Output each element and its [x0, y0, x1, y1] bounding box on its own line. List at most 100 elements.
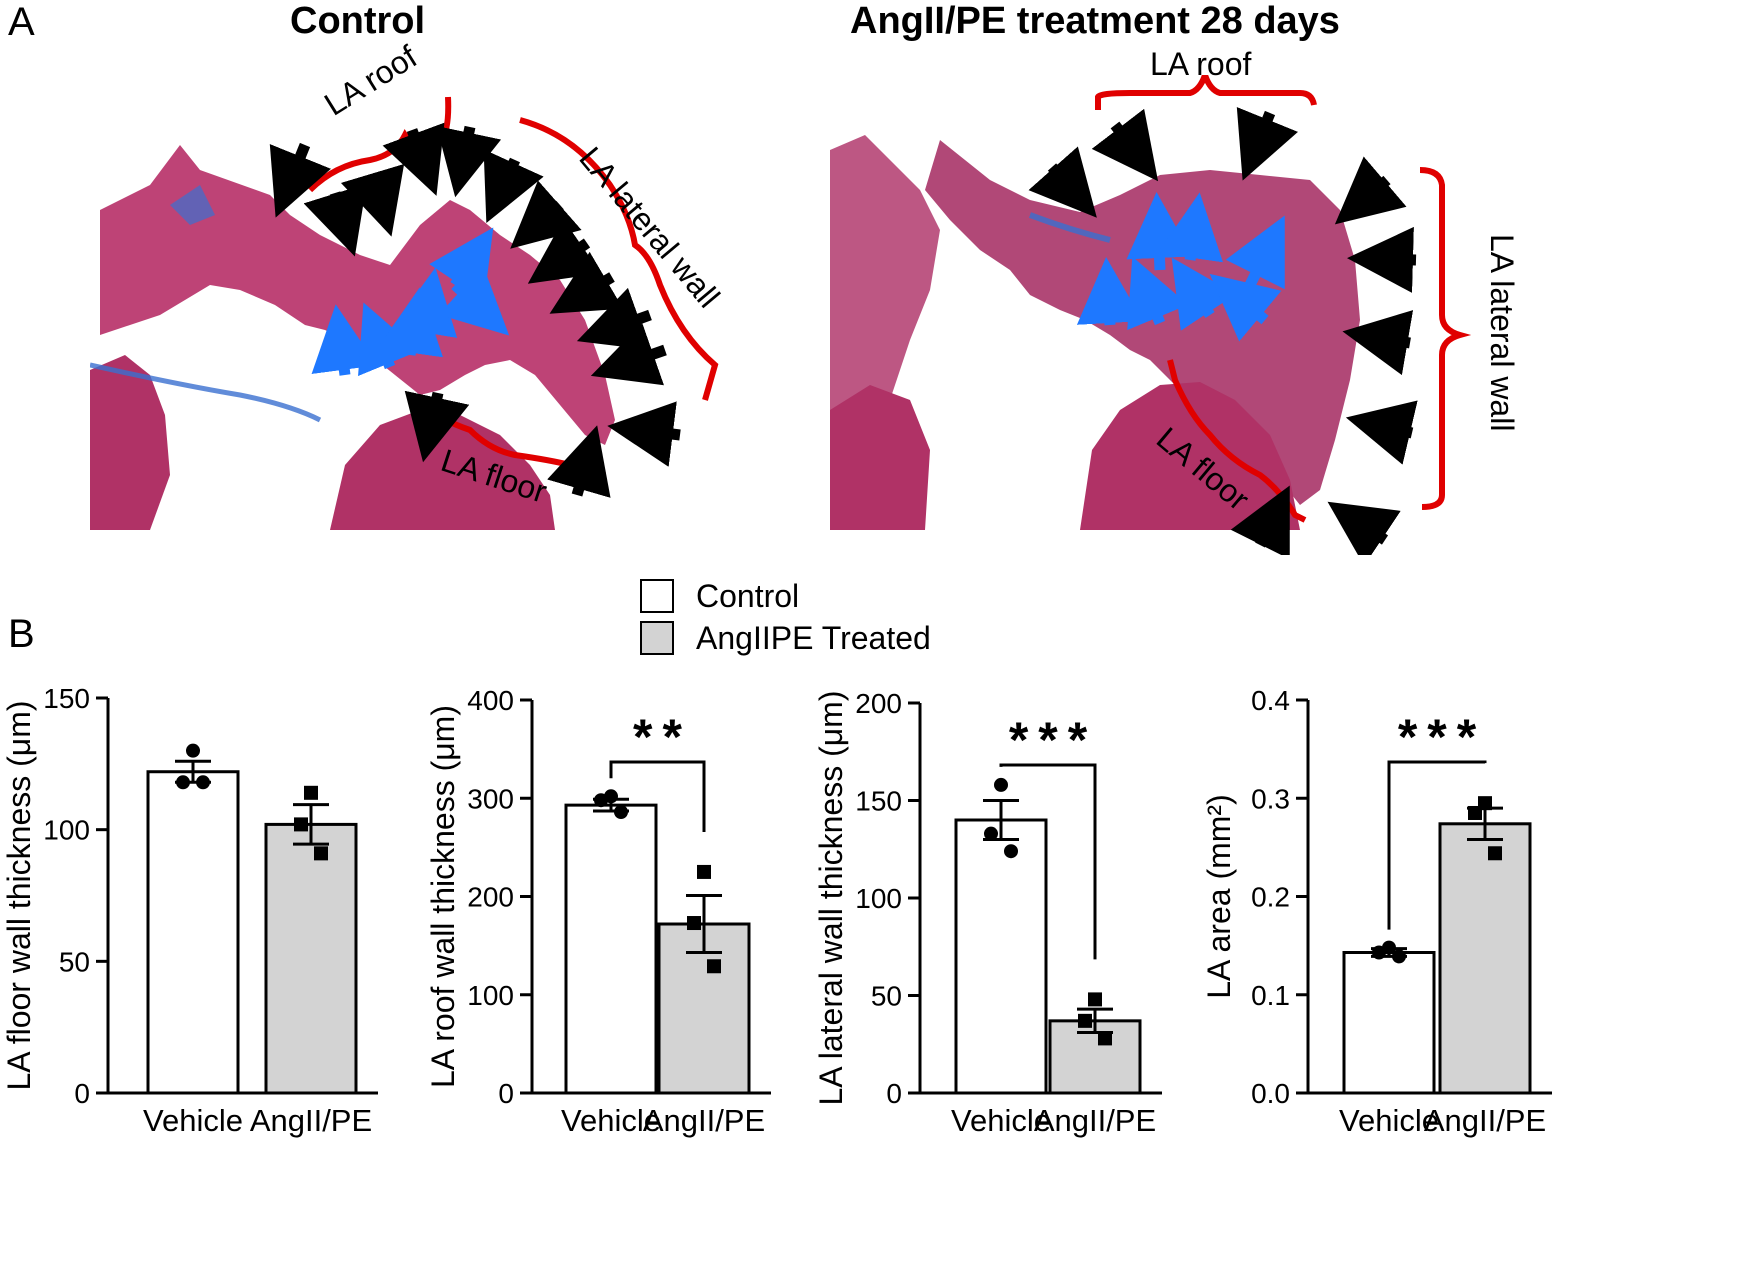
- y-tick-label: 0: [74, 1078, 90, 1109]
- histology-treated-title: AngII/PE treatment 28 days: [850, 0, 1340, 42]
- control-fibrosis-strand: [90, 362, 322, 423]
- data-point: [697, 864, 711, 879]
- panel-a-label: A: [8, 0, 35, 44]
- y-tick-label: 0: [498, 1078, 514, 1109]
- bar-vehicle: [564, 803, 658, 1095]
- treated-blue-arrow: [1127, 256, 1189, 331]
- significance-stars: ***: [1398, 709, 1486, 765]
- treated-black-arrow: [1236, 107, 1298, 181]
- treated-blue-arrow: [1126, 192, 1193, 271]
- control-blue-arrow: [377, 287, 444, 358]
- control-blue-arrow: [392, 267, 458, 338]
- data-point: [707, 959, 721, 974]
- legend: Control AngIIPE Treated: [640, 576, 931, 658]
- control-black-arrow: [549, 251, 624, 314]
- control-black-arrow: [382, 122, 445, 196]
- significance-stars: ***: [1009, 712, 1097, 768]
- x-category-label: Vehicle: [561, 1103, 661, 1138]
- y-tick-label: 50: [59, 946, 90, 977]
- treated-black-arrow: [1327, 501, 1401, 555]
- treated-roof-label: LA roof: [1150, 46, 1252, 82]
- control-blue-arrow: [311, 304, 378, 376]
- data-point: [1098, 1031, 1112, 1046]
- y-tick-label: 0.2: [1251, 882, 1290, 913]
- x-category-label: AngII/PE: [1424, 1103, 1546, 1138]
- legend-swatch-treated: [640, 621, 674, 655]
- y-tick-label: 150: [43, 683, 90, 714]
- y-tick-label: 0: [886, 1078, 902, 1109]
- panel-b-label: B: [8, 612, 35, 656]
- treated-black-arrow: [1334, 156, 1407, 225]
- y-tick-label: 0.3: [1251, 783, 1290, 814]
- y-tick-label: 100: [855, 883, 902, 914]
- y-tick-label: 200: [467, 882, 514, 913]
- control-black-arrow: [303, 183, 367, 257]
- y-tick-label: 150: [855, 786, 902, 817]
- data-point: [687, 916, 701, 931]
- control-black-arrow: [527, 219, 601, 284]
- data-point: [176, 775, 190, 790]
- control-black-arrow: [510, 180, 582, 249]
- treated-black-arrow: [1342, 310, 1414, 376]
- treated-blue-arrow: [1157, 192, 1224, 263]
- y-tick-label: 300: [467, 783, 514, 814]
- data-point: [614, 805, 628, 820]
- treated-lateral-bracket: [1419, 167, 1472, 510]
- treated-blue-arrow: [1225, 215, 1285, 290]
- control-fibrosis-patch: [170, 185, 215, 225]
- control-black-arrow: [483, 149, 544, 224]
- legend-item-treated: AngIIPE Treated: [640, 618, 931, 658]
- legend-label-treated: AngIIPE Treated: [696, 619, 931, 656]
- treated-blue-arrow: [1171, 257, 1236, 331]
- control-black-arrow: [607, 401, 681, 467]
- treated-black-arrow: [1345, 400, 1418, 465]
- treated-black-arrow: [1347, 226, 1417, 293]
- x-category-label: AngII/PE: [250, 1103, 372, 1138]
- treated-black-arrow: [1091, 108, 1159, 182]
- y-tick-label: 100: [467, 980, 514, 1011]
- control-black-arrow: [590, 322, 667, 386]
- significance-bracket: [609, 760, 706, 832]
- x-category-label: Vehicle: [1339, 1103, 1439, 1138]
- data-point: [1088, 992, 1102, 1007]
- data-point: [196, 775, 210, 790]
- control-black-arrow: [576, 287, 652, 350]
- significance-stars: **: [633, 709, 692, 765]
- data-point: [1004, 844, 1018, 859]
- bar-angii-pe: [1438, 822, 1532, 1095]
- legend-item-control: Control: [640, 576, 931, 616]
- y-tick-label: 0.0: [1251, 1078, 1290, 1109]
- y-axis-title: LA floor wall thickness (μm): [1, 700, 37, 1090]
- significance-bracket: [1387, 760, 1487, 930]
- control-black-arrow: [269, 142, 331, 218]
- bar-vehicle: [1342, 951, 1436, 1095]
- treated-blue-arrow: [1209, 273, 1282, 342]
- data-point: [186, 743, 200, 758]
- treated-blue-arrow: [1076, 257, 1143, 326]
- data-point: [594, 793, 608, 808]
- y-tick-label: 100: [43, 815, 90, 846]
- control-ventricle-right: [330, 410, 555, 530]
- treated-roof-bracket: [1095, 75, 1317, 110]
- treated-black-arrow: [1028, 146, 1097, 218]
- treated-fibrosis: [1028, 212, 1111, 243]
- y-tick-label: 400: [467, 685, 514, 716]
- data-point: [1488, 846, 1502, 861]
- histology-control-title: Control: [290, 0, 426, 42]
- data-point: [1392, 949, 1406, 964]
- bar-angii-pe: [264, 822, 358, 1095]
- control-black-arrow: [436, 125, 502, 198]
- treated-annotations: [1028, 75, 1472, 555]
- treated-black-arrow: [1230, 485, 1290, 555]
- y-axis-title: LA area (mm²): [1201, 794, 1237, 998]
- control-ventricle-left: [90, 355, 170, 530]
- control-black-arrow: [547, 425, 611, 498]
- data-point: [314, 846, 328, 861]
- x-category-label: Vehicle: [951, 1103, 1051, 1138]
- data-point: [994, 777, 1008, 792]
- treated-ventricle-left: [830, 385, 930, 530]
- data-point: [304, 785, 318, 800]
- control-black-arrow: [404, 390, 470, 463]
- y-tick-label: 200: [855, 688, 902, 719]
